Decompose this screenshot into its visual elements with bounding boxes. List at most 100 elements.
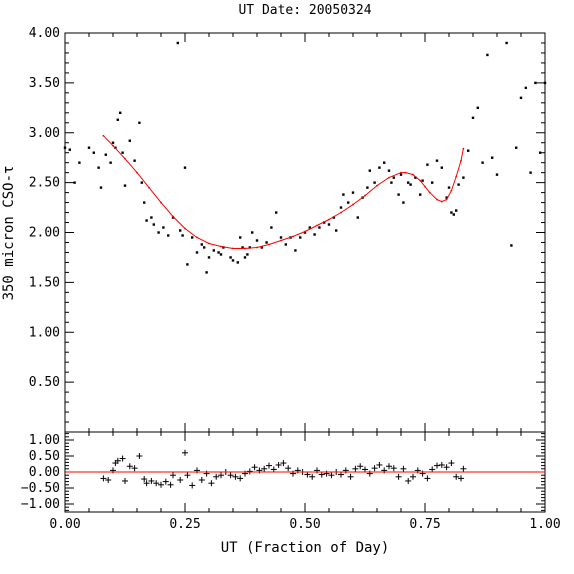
data-point [265, 241, 268, 244]
data-point [251, 231, 254, 234]
residual-point [232, 473, 239, 480]
data-point [128, 139, 131, 142]
data-point [332, 216, 335, 219]
residual-point [460, 465, 467, 472]
data-point [236, 261, 239, 264]
data-point [145, 219, 148, 222]
data-point [378, 166, 381, 169]
data-point [299, 236, 302, 239]
data-point [294, 249, 297, 252]
y-tick-label: −1.00 [21, 497, 60, 512]
residual-point [453, 473, 460, 480]
data-point [419, 193, 422, 196]
y-tick-label: 1.00 [29, 325, 60, 340]
data-point [515, 146, 518, 149]
residual-point [338, 471, 344, 478]
residual-point [280, 460, 287, 467]
data-point [462, 176, 465, 179]
y-tick-label: 2.00 [29, 226, 60, 241]
residual-point [227, 472, 234, 479]
data-point [524, 86, 527, 90]
residual-point [141, 476, 148, 483]
data-point [534, 81, 537, 85]
residual-point [304, 471, 311, 478]
data-point [435, 159, 439, 162]
data-point [356, 216, 359, 219]
data-point [284, 243, 287, 246]
data-point [368, 169, 371, 172]
data-point [229, 256, 232, 259]
data-point [78, 161, 81, 164]
data-point [246, 253, 249, 256]
x-tick-label: 1.00 [529, 517, 560, 532]
fit-point [112, 144, 114, 147]
data-point [239, 236, 242, 239]
residual-point [189, 482, 196, 489]
data-point [392, 176, 395, 179]
data-point [231, 259, 235, 262]
fit-point [256, 246, 258, 249]
fit-point [436, 198, 438, 201]
data-point [140, 181, 143, 184]
residual-point [309, 473, 316, 480]
data-point [260, 246, 263, 249]
fit-point [404, 171, 407, 174]
data-point [476, 106, 479, 110]
data-point [397, 193, 400, 196]
data-point [409, 183, 412, 186]
data-point [133, 159, 136, 162]
data-point [181, 234, 184, 237]
fit-point [136, 171, 138, 174]
fit-point [364, 194, 366, 197]
data-point [99, 186, 103, 189]
data-point [327, 223, 331, 226]
data-point [440, 166, 443, 169]
fit-point [172, 215, 174, 218]
data-point [543, 81, 547, 85]
data-point [279, 236, 283, 239]
data-point [414, 176, 417, 179]
residual-point [352, 465, 359, 472]
residual-point [237, 475, 244, 482]
data-point [167, 234, 170, 237]
residual-point [136, 453, 143, 459]
residual-point [177, 477, 184, 483]
data-point [97, 166, 100, 169]
y-tick-label: 3.00 [29, 126, 60, 141]
data-point [335, 229, 338, 232]
data-point [195, 251, 199, 254]
data-point [152, 223, 155, 226]
data-point [255, 239, 259, 242]
data-point [217, 251, 220, 254]
data-point [347, 201, 350, 204]
data-point [200, 243, 203, 246]
data-point [191, 236, 194, 239]
residual-point [275, 461, 282, 468]
data-point [73, 181, 76, 184]
data-point [248, 246, 251, 249]
fit-point [208, 242, 210, 245]
data-point [123, 184, 127, 187]
top-panel: 0.50 1.00 1.50 2.00 2.50 3.00 3.50 4.00 [29, 26, 547, 433]
data-point [366, 186, 369, 189]
data-point [116, 118, 119, 121]
data-point [119, 111, 122, 114]
residual-point [182, 449, 188, 456]
residual-point [395, 473, 402, 480]
fit-point [428, 191, 431, 194]
data-point [407, 181, 410, 184]
data-point [186, 263, 189, 266]
residual-point [143, 480, 150, 487]
fit-point [148, 186, 150, 189]
data-point [323, 221, 326, 224]
fit-point [102, 134, 105, 137]
data-point [121, 151, 124, 154]
y-tick-label: 2.50 [29, 176, 60, 191]
data-point [450, 211, 453, 214]
fit-curve [103, 135, 464, 249]
data-point [303, 231, 307, 234]
data-point [510, 244, 513, 247]
x-tick-label: 0.75 [409, 517, 440, 532]
residual-point [438, 461, 445, 468]
